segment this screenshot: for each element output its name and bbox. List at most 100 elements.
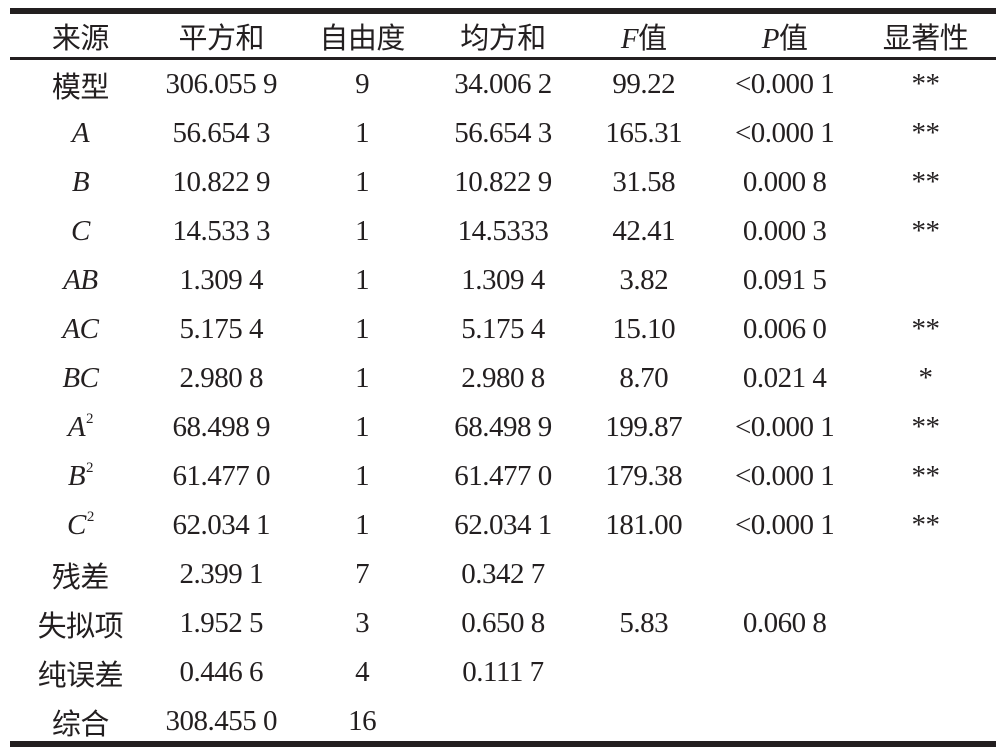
- table-row: AC 5.175 4 1 5.175 4 15.10 0.006 0 **: [10, 305, 996, 354]
- mean-square-cell-text: 0.650 8: [461, 607, 545, 639]
- significance-cell: **: [855, 158, 996, 207]
- exponent: 2: [86, 411, 94, 427]
- significance-cell-text: **: [911, 460, 941, 492]
- table-body: 模型 306.055 9 9 34.006 2 99.22 <0.000 1 ** A 56.6…: [10, 57, 996, 746]
- mean-square-cell-text: 14.5333: [457, 215, 549, 247]
- header-rule: [10, 57, 996, 60]
- exponent: 2: [86, 460, 94, 476]
- sum-of-squares-cell-text: 56.654 3: [172, 117, 271, 149]
- source-cell-text: C: [71, 215, 90, 247]
- source-cell: 失拟项: [10, 599, 151, 648]
- table-row: 模型 306.055 9 9 34.006 2 99.22 <0.000 1 **: [10, 57, 996, 109]
- source-cell: AB: [10, 256, 151, 305]
- f-value-cell-text: 31.58: [612, 166, 676, 198]
- table-row: 残差 2.399 1 7 0.342 7: [10, 550, 996, 599]
- significance-cell-text: **: [911, 509, 941, 541]
- sum-of-squares-cell-text: 1.309 4: [179, 264, 264, 296]
- degrees-of-freedom-cell-text: 4: [355, 656, 370, 688]
- column-header: 来源: [10, 14, 151, 57]
- significance-cell-text: **: [911, 411, 941, 443]
- p-value-cell: <0.000 1: [714, 57, 855, 109]
- p-value-cell: <0.000 1: [714, 403, 855, 452]
- mean-square-cell: 0.342 7: [433, 550, 574, 599]
- table-row: C 14.533 3 1 14.5333 42.41 0.000 3 **: [10, 207, 996, 256]
- significance-cell-text: *: [918, 362, 934, 394]
- table-row: A2 68.498 9 1 68.498 9 199.87 <0.000 1 **: [10, 403, 996, 452]
- p-value-cell-text: 0.060 8: [742, 607, 827, 639]
- mean-square-cell: 2.980 8: [433, 354, 574, 403]
- significance-cell: [855, 697, 996, 746]
- table-row: C2 62.034 1 1 62.034 1 181.00 <0.000 1 **: [10, 501, 996, 550]
- table-row: 失拟项 1.952 5 3 0.650 8 5.83 0.060 8: [10, 599, 996, 648]
- table-row: B 10.822 9 1 10.822 9 31.58 0.000 8 **: [10, 158, 996, 207]
- column-header: 显著性: [855, 14, 996, 57]
- degrees-of-freedom-cell: 1: [292, 109, 433, 158]
- sum-of-squares-cell-text: 2.399 1: [179, 558, 264, 590]
- exponent: 2: [86, 509, 95, 525]
- mean-square-cell-text: 0.111 7: [462, 656, 544, 688]
- f-value-cell-text: 181.00: [605, 509, 683, 541]
- source-cell: C2: [10, 501, 151, 550]
- sum-of-squares-cell: 308.455 0: [151, 697, 292, 746]
- degrees-of-freedom-cell-text: 1: [355, 215, 370, 247]
- p-value-cell-text: 0.006 0: [742, 313, 827, 345]
- p-value-cell-text: 0.091 5: [742, 264, 827, 296]
- significance-cell-text: **: [911, 68, 941, 100]
- column-header-symbol: P: [761, 22, 780, 55]
- mean-square-cell: 5.175 4: [433, 305, 574, 354]
- f-value-cell-text: 8.70: [619, 362, 669, 394]
- degrees-of-freedom-cell-text: 3: [355, 607, 370, 639]
- column-header-text: 自由度: [319, 22, 405, 55]
- mean-square-cell: 56.654 3: [433, 109, 574, 158]
- significance-cell: **: [855, 109, 996, 158]
- mean-square-cell: 10.822 9: [433, 158, 574, 207]
- degrees-of-freedom-cell-text: 1: [355, 313, 370, 345]
- column-header-symbol: F: [620, 22, 639, 55]
- f-value-cell: 181.00: [573, 501, 714, 550]
- f-value-cell: 15.10: [573, 305, 714, 354]
- degrees-of-freedom-cell-text: 1: [355, 509, 370, 541]
- f-value-cell: 179.38: [573, 452, 714, 501]
- column-header: 自由度: [292, 14, 433, 57]
- significance-cell: [855, 599, 996, 648]
- p-value-cell: <0.000 1: [714, 452, 855, 501]
- sum-of-squares-cell-text: 1.952 5: [179, 607, 264, 639]
- degrees-of-freedom-cell: 4: [292, 648, 433, 697]
- significance-cell: *: [855, 354, 996, 403]
- degrees-of-freedom-cell: 9: [292, 57, 433, 109]
- p-value-cell-text: 0.000 3: [742, 215, 827, 247]
- table-row: A 56.654 3 1 56.654 3 165.31 <0.000 1 **: [10, 109, 996, 158]
- degrees-of-freedom-cell: 1: [292, 403, 433, 452]
- degrees-of-freedom-cell: 1: [292, 501, 433, 550]
- source-cell-text: BC: [62, 362, 99, 394]
- mean-square-cell-text: 61.477 0: [454, 460, 552, 492]
- degrees-of-freedom-cell-text: 1: [355, 117, 370, 149]
- sum-of-squares-cell: 62.034 1: [151, 501, 292, 550]
- f-value-cell: 99.22: [573, 57, 714, 109]
- source-cell-text: B: [71, 166, 90, 198]
- mean-square-cell-text: 5.175 4: [461, 313, 545, 345]
- sum-of-squares-cell-text: 61.477 0: [172, 460, 271, 492]
- p-value-cell-text: <0.000 1: [734, 509, 835, 541]
- table-row: 综合 308.455 0 16: [10, 697, 996, 746]
- column-header: F值: [573, 14, 714, 57]
- degrees-of-freedom-cell-text: 16: [348, 705, 377, 737]
- sum-of-squares-cell-text: 5.175 4: [179, 313, 264, 345]
- mean-square-cell-text: 0.342 7: [461, 558, 545, 590]
- significance-cell: **: [855, 403, 996, 452]
- degrees-of-freedom-cell: 1: [292, 354, 433, 403]
- f-value-cell-text: 3.82: [619, 264, 669, 296]
- f-value-cell-text: 15.10: [612, 313, 676, 345]
- sum-of-squares-cell: 306.055 9: [151, 57, 292, 109]
- source-cell: B: [10, 158, 151, 207]
- p-value-cell-text: <0.000 1: [734, 68, 835, 100]
- mean-square-cell: 14.5333: [433, 207, 574, 256]
- f-value-cell: [573, 648, 714, 697]
- significance-cell-text: **: [911, 166, 941, 198]
- p-value-cell: 0.000 8: [714, 158, 855, 207]
- mean-square-cell: [433, 697, 574, 746]
- mean-square-cell: 1.309 4: [433, 256, 574, 305]
- mean-square-cell-text: 34.006 2: [454, 68, 552, 100]
- p-value-cell: <0.000 1: [714, 109, 855, 158]
